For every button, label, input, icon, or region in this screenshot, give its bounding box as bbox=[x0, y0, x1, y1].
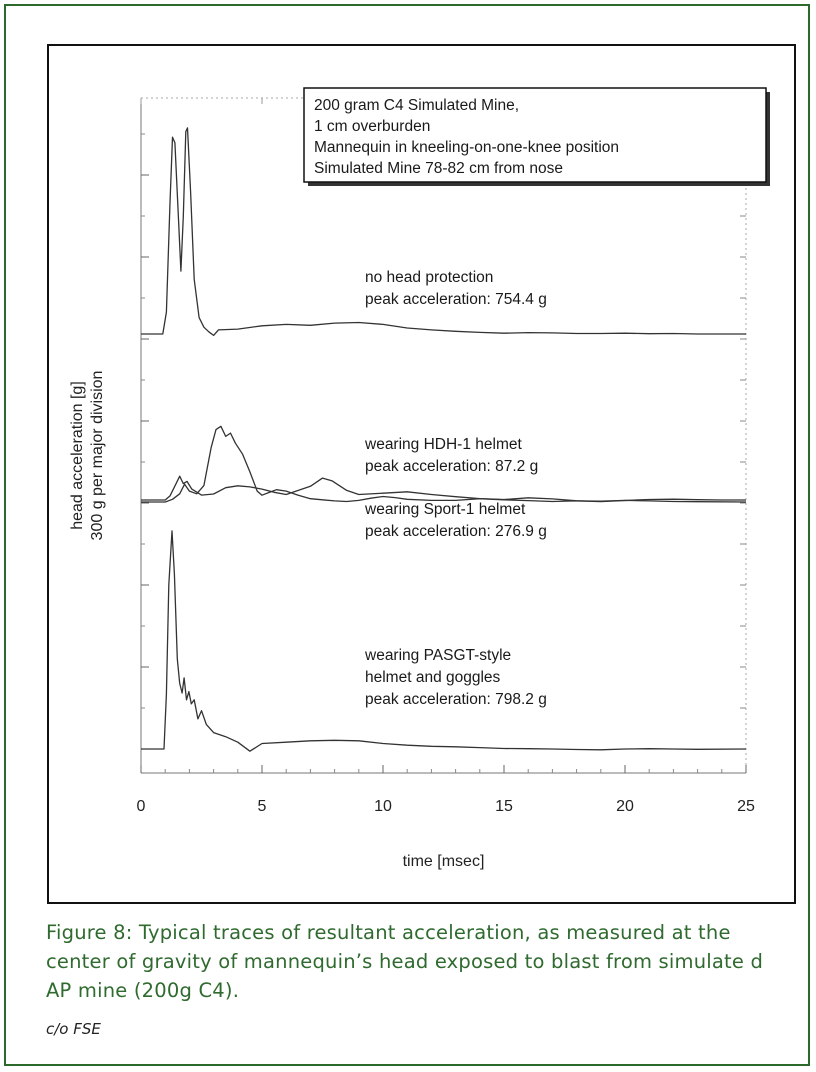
info-box-line: Mannequin in kneeling-on-one-knee positi… bbox=[314, 139, 619, 156]
info-box-line: Simulated Mine 78-82 cm from nose bbox=[314, 160, 563, 177]
trace-label: peak acceleration: 754.4 g bbox=[365, 291, 547, 308]
x-tick-label: 0 bbox=[137, 798, 146, 815]
credit-line: c/o FSE bbox=[46, 1020, 101, 1038]
info-box-line: 1 cm overburden bbox=[314, 118, 430, 135]
y-axis-label-sub: 300 g per major division bbox=[89, 371, 106, 541]
y-axis-label: head acceleration [g] bbox=[69, 381, 86, 530]
trace-label: wearing Sport-1 helmet bbox=[364, 501, 526, 518]
trace-label: peak acceleration: 798.2 g bbox=[365, 691, 547, 708]
trace-label: peak acceleration: 87.2 g bbox=[365, 458, 538, 475]
trace-label: wearing HDH-1 helmet bbox=[364, 436, 522, 453]
trace-line bbox=[141, 530, 747, 752]
trace-line bbox=[141, 127, 746, 337]
chart-frame: 0 5 10 15 20 25 time [msec] head acceleration [… bbox=[47, 44, 796, 904]
trace-label: wearing PASGT-style bbox=[364, 647, 511, 664]
trace-line bbox=[141, 475, 746, 503]
trace-line bbox=[141, 425, 747, 503]
trace-label: no head protection bbox=[365, 269, 493, 286]
info-box-line: 200 gram C4 Simulated Mine, bbox=[314, 97, 519, 114]
trace-label: helmet and goggles bbox=[365, 669, 501, 686]
chart-svg: 0 5 10 15 20 25 time [msec] head acceleration [… bbox=[69, 87, 770, 870]
trace-label: peak acceleration: 276.9 g bbox=[365, 523, 547, 540]
info-box bbox=[303, 87, 767, 183]
x-tick-label: 20 bbox=[616, 798, 634, 815]
x-tick-label: 10 bbox=[374, 798, 392, 815]
x-tick-label: 25 bbox=[737, 798, 755, 815]
figure-caption: Figure 8: Typical traces of resultant ac… bbox=[46, 921, 764, 1002]
x-axis-label: time [msec] bbox=[403, 853, 485, 870]
x-tick-label: 5 bbox=[258, 798, 267, 815]
x-tick-label: 15 bbox=[495, 798, 513, 815]
